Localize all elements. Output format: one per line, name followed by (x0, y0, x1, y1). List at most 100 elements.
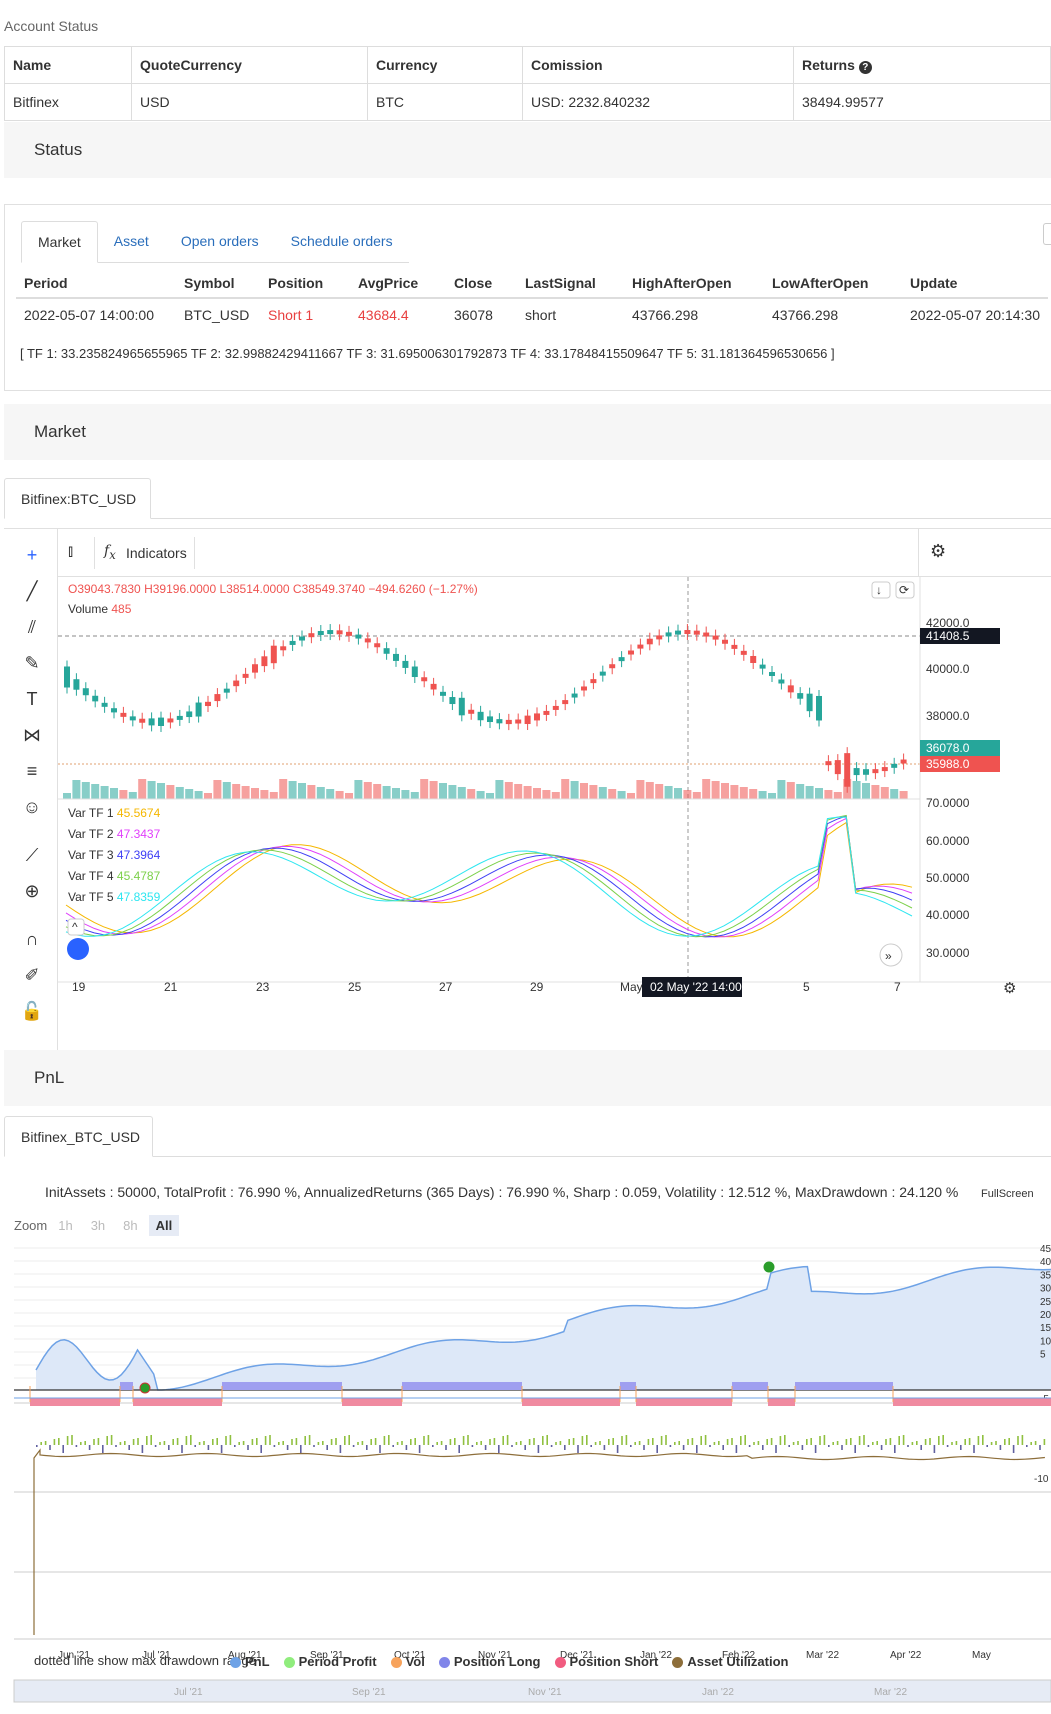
profit-bar (414, 1438, 416, 1445)
profit-bar (885, 1439, 887, 1445)
pattern-icon[interactable]: ⋈ (23, 725, 41, 745)
profit-bar (62, 1445, 64, 1453)
volume-bar (119, 790, 128, 799)
profit-bar (159, 1442, 161, 1445)
trendline-icon[interactable]: ╱ (26, 581, 38, 601)
legend-item[interactable]: Position Long (438, 1654, 541, 1669)
profit-bar (836, 1441, 839, 1445)
volume-bar (542, 790, 551, 799)
profit-bar (1026, 1445, 1028, 1447)
collapse-legend-button[interactable] (67, 918, 85, 936)
legend-dot-icon (230, 1657, 241, 1669)
status-data-row: 2022-05-07 14:00:00 BTC_USD Short 1 4368… (16, 298, 1048, 330)
volume-bar (138, 779, 147, 799)
profit-bar (814, 1445, 817, 1453)
legend-item[interactable]: Vol (390, 1654, 425, 1669)
scroll-handle[interactable] (1043, 223, 1051, 245)
var-tf-legend-item: Var TF 1 45.5674 (68, 806, 161, 820)
profit-bar (960, 1445, 962, 1450)
market-tab-divider (4, 518, 1051, 519)
volume-bar (410, 792, 419, 799)
brush-icon[interactable]: ✎ (24, 653, 40, 673)
candle-body (242, 673, 249, 678)
legend-label: PnL (245, 1654, 270, 1669)
candle-type-icon[interactable]: ⫾ (68, 543, 74, 560)
profit-bar (392, 1445, 394, 1447)
profit-bar (524, 1445, 526, 1450)
tab-market[interactable]: Market (21, 221, 98, 263)
ruler-icon[interactable]: ⟋ (25, 845, 39, 865)
profit-bar (97, 1438, 100, 1445)
tab-open-orders[interactable]: Open orders (164, 221, 275, 263)
tab-asset[interactable]: Asset (97, 221, 165, 263)
zoom-all-button[interactable]: All (148, 1215, 180, 1236)
profit-bar (1004, 1439, 1006, 1445)
zoom-in-icon[interactable]: ⊕ (24, 881, 40, 901)
lock-icon[interactable]: 🔓 (20, 1001, 44, 1021)
profit-bar (889, 1438, 892, 1445)
legend-item[interactable]: PnL (230, 1654, 270, 1669)
close-price-tag-text: 36078.0 (926, 741, 970, 755)
profit-bar (581, 1436, 584, 1445)
profit-bar (80, 1442, 82, 1445)
profit-bar (858, 1436, 861, 1445)
time-tick: 5 (803, 980, 810, 994)
pnl-y-tick: 5 (1040, 1350, 1046, 1361)
candle-body (844, 753, 851, 787)
volume-bar (664, 786, 673, 799)
zoom-controls: Zoom 1h 3h 8h All (14, 1215, 180, 1236)
scroll-down-button[interactable] (871, 581, 891, 599)
candle-body (92, 695, 99, 702)
indicators-button[interactable]: Indicators (126, 545, 187, 561)
reset-button[interactable] (895, 581, 915, 599)
forecast-icon[interactable]: ≡ (26, 761, 38, 781)
scroll-right-button[interactable] (879, 943, 903, 967)
profit-bar (616, 1445, 619, 1453)
emoji-icon[interactable]: ☺ (22, 797, 42, 817)
pnl-x-tick: Mar '22 (806, 1650, 839, 1661)
lock-drawing-icon[interactable]: ✐ (24, 965, 40, 985)
fullscreen-button[interactable]: FullScreen (981, 1188, 1034, 1200)
candle-body (299, 636, 305, 641)
navigator[interactable] (13, 1679, 1051, 1703)
settings-gear-icon[interactable]: ⚙ (930, 541, 947, 561)
fib-icon[interactable]: ⫽ (27, 617, 37, 637)
pnl-x-tick: May (972, 1650, 991, 1661)
help-icon[interactable]: ? (858, 60, 872, 74)
candle-body (64, 666, 70, 688)
text-icon[interactable]: T (26, 689, 38, 709)
volume-bar (890, 789, 899, 799)
col-returns: Returns ? (793, 46, 1051, 84)
tab-schedule-orders[interactable]: Schedule orders (274, 221, 409, 263)
profit-bar (537, 1445, 540, 1453)
profit-bar (401, 1441, 403, 1445)
tab-pnl-symbol[interactable]: Bitfinex_BTC_USD (4, 1116, 153, 1157)
profit-bar (528, 1439, 531, 1445)
crosshair-icon[interactable]: + (26, 545, 38, 565)
volume-bar (260, 790, 269, 799)
legend-item[interactable]: Position Short (554, 1654, 658, 1669)
profit-bar (388, 1435, 390, 1445)
magnet-icon[interactable]: ∩ (25, 929, 39, 949)
profit-bar (454, 1438, 456, 1445)
profit-bar (172, 1439, 174, 1445)
volume-bar (833, 792, 842, 799)
volume-bar (166, 785, 175, 799)
zoom-3h-button[interactable]: 3h (90, 1218, 106, 1233)
legend-item[interactable]: Period Profit (283, 1654, 377, 1669)
zoom-1h-button[interactable]: 1h (58, 1218, 73, 1233)
candle-body (120, 712, 127, 717)
profit-bar (924, 1439, 927, 1445)
zoom-8h-button[interactable]: 8h (123, 1218, 138, 1233)
fx-icon[interactable]: fx (104, 543, 116, 562)
profit-bar (361, 1441, 364, 1445)
volume-bar (100, 786, 109, 799)
profit-bar (863, 1435, 865, 1445)
legend-item[interactable]: Asset Utilization (672, 1654, 788, 1669)
candle-body (496, 719, 503, 724)
axis-settings-gear-icon[interactable]: ⚙ (1003, 980, 1016, 997)
tab-market-symbol[interactable]: Bitfinex:BTC_USD (4, 478, 151, 519)
account-data-row: Bitfinex USD BTC USD: 2232.840232 38494.… (4, 83, 1051, 121)
candle-body (468, 709, 475, 714)
profit-bar (709, 1445, 711, 1447)
